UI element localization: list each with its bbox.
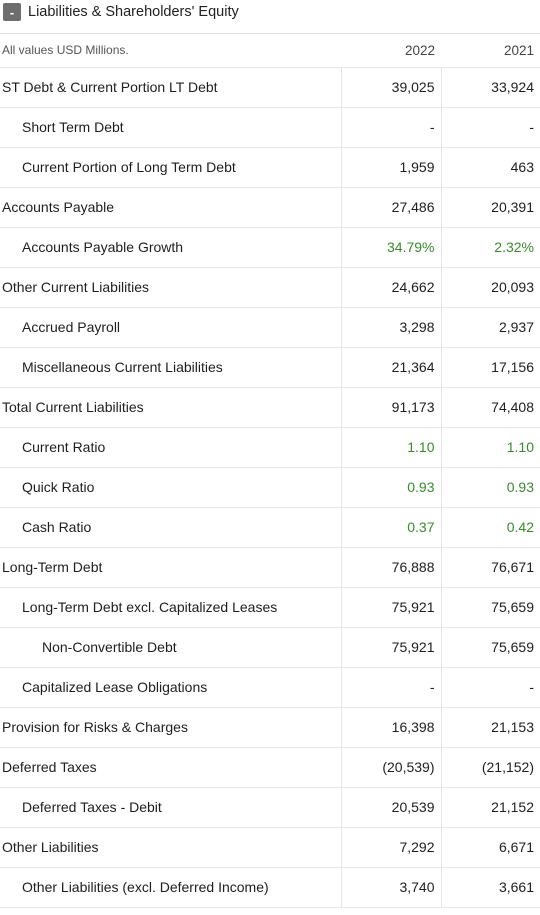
column-header-year: 2022 bbox=[341, 34, 441, 67]
table-row: Long-Term Debt 76,888 76,671 bbox=[0, 547, 540, 587]
liabilities-table: All values USD Millions. 2022 2021 ST De… bbox=[0, 34, 540, 908]
row-label: Other Liabilities (excl. Deferred Income… bbox=[0, 867, 341, 907]
value-cell-2022: 1.10 bbox=[341, 427, 441, 467]
table-row: Cash Ratio 0.37 0.42 bbox=[0, 507, 540, 547]
value-cell-2021: 75,659 bbox=[441, 627, 540, 667]
value-cell-2021: 21,152 bbox=[441, 787, 540, 827]
table-row: Capitalized Lease Obligations - - bbox=[0, 667, 540, 707]
value-cell-2021: 1.10 bbox=[441, 427, 540, 467]
row-label: Miscellaneous Current Liabilities bbox=[0, 347, 341, 387]
value-cell-2021: - bbox=[441, 667, 540, 707]
collapse-toggle-button[interactable]: - bbox=[3, 3, 21, 21]
row-label: Deferred Taxes - Debit bbox=[0, 787, 341, 827]
value-cell-2021: 75,659 bbox=[441, 587, 540, 627]
table-row: Miscellaneous Current Liabilities 21,364 1… bbox=[0, 347, 540, 387]
value-cell-2022: 75,921 bbox=[341, 627, 441, 667]
table-row: Long-Term Debt excl. Capitalized Leases 7… bbox=[0, 587, 540, 627]
row-label: Capitalized Lease Obligations bbox=[0, 667, 341, 707]
value-cell-2021: 463 bbox=[441, 147, 540, 187]
value-cell-2022: 24,662 bbox=[341, 267, 441, 307]
row-label: Other Liabilities bbox=[0, 827, 341, 867]
table-row: Other Current Liabilities 24,662 20,093 bbox=[0, 267, 540, 307]
value-cell-2021: 0.42 bbox=[441, 507, 540, 547]
value-cell-2022: 91,173 bbox=[341, 387, 441, 427]
value-cell-2022: - bbox=[341, 107, 441, 147]
value-cell-2022: 3,740 bbox=[341, 867, 441, 907]
table-row: Accrued Payroll 3,298 2,937 bbox=[0, 307, 540, 347]
value-cell-2021: (21,152) bbox=[441, 747, 540, 787]
value-cell-2022: 75,921 bbox=[341, 587, 441, 627]
value-cell-2022: 39,025 bbox=[341, 67, 441, 107]
value-cell-2021: 2,937 bbox=[441, 307, 540, 347]
table-row: Deferred Taxes (20,539) (21,152) bbox=[0, 747, 540, 787]
row-label: Accrued Payroll bbox=[0, 307, 341, 347]
value-cell-2022: 20,539 bbox=[341, 787, 441, 827]
table-row: Provision for Risks & Charges 16,398 21,15… bbox=[0, 707, 540, 747]
table-row: Short Term Debt - - bbox=[0, 107, 540, 147]
value-cell-2022: - bbox=[341, 667, 441, 707]
value-cell-2022: 76,888 bbox=[341, 547, 441, 587]
row-label: Current Portion of Long Term Debt bbox=[0, 147, 341, 187]
row-label: Deferred Taxes bbox=[0, 747, 341, 787]
value-cell-2021: 21,153 bbox=[441, 707, 540, 747]
value-cell-2022: 0.93 bbox=[341, 467, 441, 507]
table-row: Total Current Liabilities 91,173 74,408 bbox=[0, 387, 540, 427]
value-cell-2021: 2.32% bbox=[441, 227, 540, 267]
row-label: Long-Term Debt excl. Capitalized Leases bbox=[0, 587, 341, 627]
value-cell-2022: (20,539) bbox=[341, 747, 441, 787]
value-cell-2022: 1,959 bbox=[341, 147, 441, 187]
value-cell-2021: 76,671 bbox=[441, 547, 540, 587]
table-row: Quick Ratio 0.93 0.93 bbox=[0, 467, 540, 507]
row-label: Long-Term Debt bbox=[0, 547, 341, 587]
table-row: Current Ratio 1.10 1.10 bbox=[0, 427, 540, 467]
value-cell-2022: 3,298 bbox=[341, 307, 441, 347]
table-row: Accounts Payable Growth 34.79% 2.32% bbox=[0, 227, 540, 267]
table-row: Deferred Taxes - Debit 20,539 21,152 bbox=[0, 787, 540, 827]
section-header: - Liabilities & Shareholders' Equity bbox=[0, 0, 540, 34]
table-row: Accounts Payable 27,486 20,391 bbox=[0, 187, 540, 227]
value-cell-2022: 16,398 bbox=[341, 707, 441, 747]
value-cell-2021: 17,156 bbox=[441, 347, 540, 387]
row-label: Current Ratio bbox=[0, 427, 341, 467]
value-cell-2021: 74,408 bbox=[441, 387, 540, 427]
row-label: ST Debt & Current Portion LT Debt bbox=[0, 67, 341, 107]
value-cell-2022: 21,364 bbox=[341, 347, 441, 387]
value-cell-2021: 20,093 bbox=[441, 267, 540, 307]
value-cell-2022: 7,292 bbox=[341, 827, 441, 867]
row-label: Total Current Liabilities bbox=[0, 387, 341, 427]
value-cell-2022: 0.37 bbox=[341, 507, 441, 547]
table-row: Current Portion of Long Term Debt 1,959 46… bbox=[0, 147, 540, 187]
value-cell-2021: 20,391 bbox=[441, 187, 540, 227]
table-row: ST Debt & Current Portion LT Debt 39,025 3… bbox=[0, 67, 540, 107]
row-label: Accounts Payable Growth bbox=[0, 227, 341, 267]
row-label: Non-Convertible Debt bbox=[0, 627, 341, 667]
row-label: Short Term Debt bbox=[0, 107, 341, 147]
row-label: Other Current Liabilities bbox=[0, 267, 341, 307]
value-cell-2021: - bbox=[441, 107, 540, 147]
row-label: Provision for Risks & Charges bbox=[0, 707, 341, 747]
section-title: Liabilities & Shareholders' Equity bbox=[28, 2, 239, 22]
table-row: Non-Convertible Debt 75,921 75,659 bbox=[0, 627, 540, 667]
table-row: Other Liabilities 7,292 6,671 bbox=[0, 827, 540, 867]
table-row: Other Liabilities (excl. Deferred Income… bbox=[0, 867, 540, 907]
column-header-year: 2021 bbox=[441, 34, 540, 67]
value-cell-2022: 34.79% bbox=[341, 227, 441, 267]
value-cell-2021: 3,661 bbox=[441, 867, 540, 907]
row-label: Cash Ratio bbox=[0, 507, 341, 547]
value-cell-2021: 0.93 bbox=[441, 467, 540, 507]
row-label: Accounts Payable bbox=[0, 187, 341, 227]
value-cell-2022: 27,486 bbox=[341, 187, 441, 227]
value-cell-2021: 33,924 bbox=[441, 67, 540, 107]
table-header-row: All values USD Millions. 2022 2021 bbox=[0, 34, 540, 67]
row-label: Quick Ratio bbox=[0, 467, 341, 507]
unit-note: All values USD Millions. bbox=[0, 34, 341, 67]
value-cell-2021: 6,671 bbox=[441, 827, 540, 867]
